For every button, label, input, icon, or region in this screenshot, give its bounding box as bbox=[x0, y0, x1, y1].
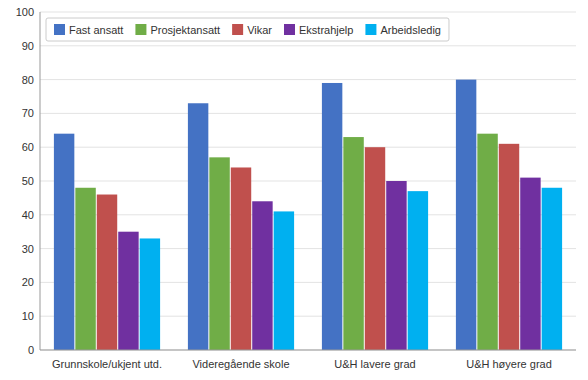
bar bbox=[75, 188, 95, 350]
x-axis: Grunnskole/ukjent utd. Videregående skole… bbox=[52, 358, 552, 370]
bar bbox=[499, 144, 519, 350]
legend-label: Arbeidsledig bbox=[380, 24, 441, 36]
chart-container: 0 10 20 30 40 50 60 70 80 90 100 Grunnskole/ukjent … bbox=[0, 0, 588, 380]
y-tick-label: 90 bbox=[22, 40, 34, 52]
legend-label: Ekstrahjelp bbox=[299, 24, 353, 36]
bar bbox=[97, 195, 117, 350]
bar bbox=[54, 134, 74, 350]
legend-swatch bbox=[284, 24, 295, 35]
bar bbox=[231, 167, 251, 350]
y-tick-label: 40 bbox=[22, 209, 34, 221]
bar bbox=[386, 181, 406, 350]
y-tick-label: 10 bbox=[22, 310, 34, 322]
legend-box bbox=[46, 18, 449, 41]
y-axis: 0 10 20 30 40 50 60 70 80 90 100 bbox=[16, 6, 34, 356]
bar bbox=[209, 157, 229, 350]
grid-line bbox=[40, 350, 576, 351]
legend-item: Fast ansatt bbox=[54, 24, 123, 36]
legend-label: Fast ansatt bbox=[69, 24, 123, 36]
legend-item: Prosjektansatt bbox=[135, 24, 220, 36]
y-tick-label: 50 bbox=[22, 175, 34, 187]
legend: Fast ansatt Prosjektansatt Vikar Ekstrahjel… bbox=[46, 18, 449, 41]
legend-item: Ekstrahjelp bbox=[284, 24, 353, 36]
legend-item: Vikar bbox=[232, 24, 272, 36]
y-tick-label: 0 bbox=[28, 344, 34, 356]
legend-swatch bbox=[232, 24, 243, 35]
bar bbox=[274, 211, 294, 350]
bar bbox=[343, 137, 363, 350]
bar bbox=[118, 232, 138, 350]
bar bbox=[365, 147, 385, 350]
bar bbox=[140, 238, 160, 350]
grid-line bbox=[40, 113, 576, 114]
y-tick-label: 80 bbox=[22, 74, 34, 86]
bar bbox=[477, 134, 497, 350]
bar bbox=[188, 103, 208, 350]
grid-line bbox=[40, 12, 576, 13]
bar bbox=[542, 188, 562, 350]
legend-label: Vikar bbox=[247, 24, 272, 36]
y-axis-line bbox=[40, 12, 41, 350]
x-axis-line bbox=[40, 350, 576, 351]
grid-line bbox=[40, 79, 576, 80]
y-tick-label: 100 bbox=[16, 6, 34, 18]
bar bbox=[322, 83, 342, 350]
legend-item: Arbeidsledig bbox=[365, 24, 441, 36]
x-tick-label: Grunnskole/ukjent utd. bbox=[52, 358, 162, 370]
y-tick-label: 70 bbox=[22, 107, 34, 119]
legend-swatch bbox=[135, 24, 146, 35]
chart-svg: 0 10 20 30 40 50 60 70 80 90 100 Grunnskole/ukjent … bbox=[0, 0, 588, 380]
legend-label: Prosjektansatt bbox=[150, 24, 220, 36]
x-tick-label: U&H lavere grad bbox=[334, 358, 415, 370]
bar bbox=[456, 80, 476, 350]
legend-swatch bbox=[54, 24, 65, 35]
bar bbox=[520, 178, 540, 350]
x-tick-label: U&H høyere grad bbox=[466, 358, 552, 370]
legend-swatch bbox=[365, 24, 376, 35]
bar bbox=[408, 191, 428, 350]
bar bbox=[252, 201, 272, 350]
y-tick-label: 30 bbox=[22, 243, 34, 255]
grid-line bbox=[40, 45, 576, 46]
x-tick-label: Videregående skole bbox=[192, 358, 289, 370]
grid bbox=[40, 12, 576, 350]
y-tick-label: 20 bbox=[22, 276, 34, 288]
bars bbox=[54, 80, 562, 350]
y-tick-label: 60 bbox=[22, 141, 34, 153]
